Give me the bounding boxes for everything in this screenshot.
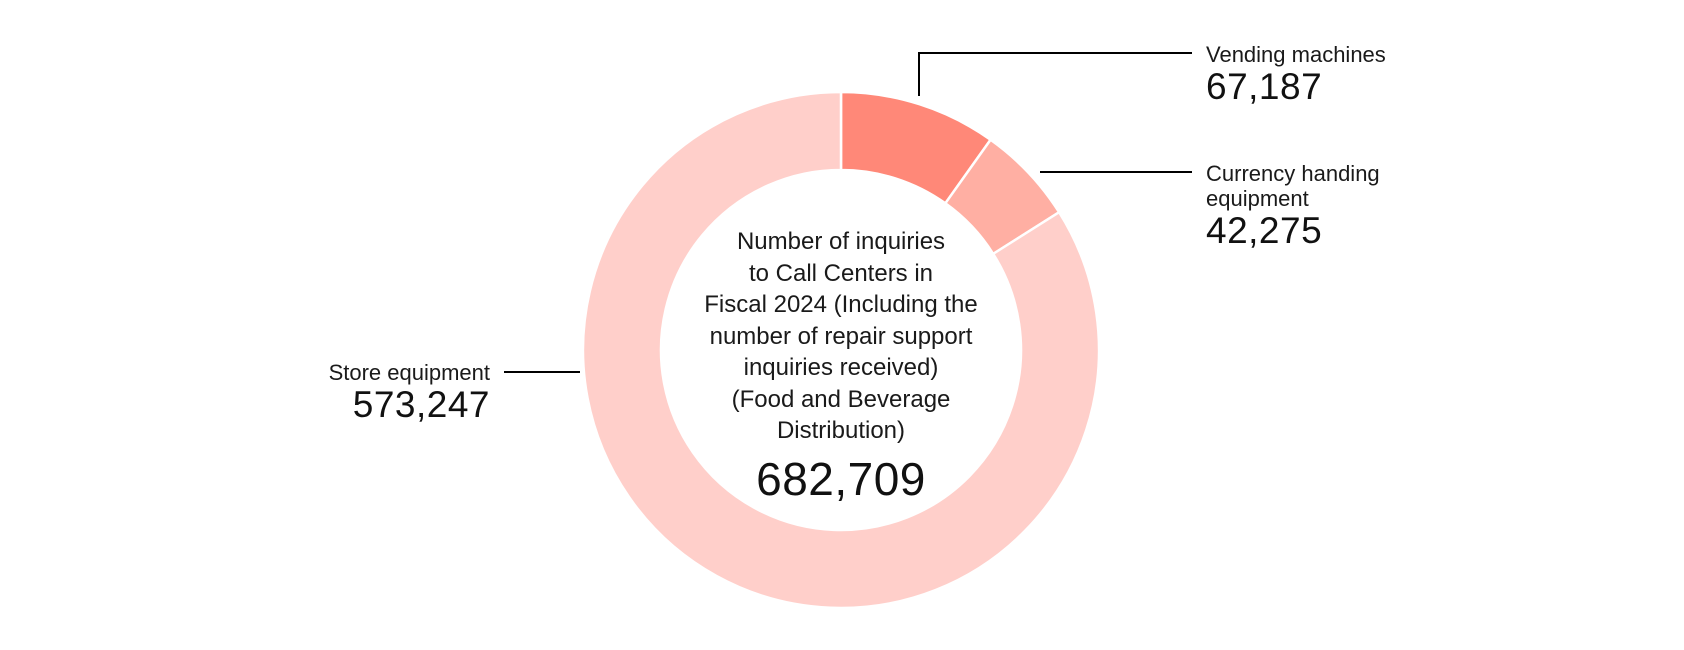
center-title-line: Number of inquiries <box>736 228 946 255</box>
donut-center: Number of inquiries to Call Centers in F… <box>661 226 1021 505</box>
label-currency-name-1: Currency handing <box>1206 161 1380 186</box>
label-store-value: 573,247 <box>352 384 490 425</box>
leader-line-vending <box>918 52 1192 96</box>
center-title-line: number of repair support <box>709 322 973 350</box>
label-vending: Vending machines 67,187 <box>1206 42 1386 107</box>
center-title-line: to Call Centers in <box>748 259 934 287</box>
label-currency: Currency handing equipment 42,275 <box>1206 161 1380 251</box>
center-title-line: Fiscal 2024 (Including the <box>704 291 978 318</box>
center-title: Number of inquiries to Call Centers in F… <box>681 226 1001 447</box>
center-title-line: Distribution) <box>776 417 906 444</box>
center-total-value: 682,709 <box>756 452 926 505</box>
slice-store <box>581 90 1101 610</box>
label-vending-value: 67,187 <box>1206 66 1323 107</box>
label-vending-name: Vending machines <box>1206 42 1386 67</box>
label-currency-value: 42,275 <box>1206 210 1323 251</box>
label-currency-name-2: equipment <box>1206 186 1309 211</box>
center-title-line: (Food and Beverage <box>731 385 951 413</box>
label-store: Store equipment 573,247 <box>250 360 490 425</box>
label-store-name: Store equipment <box>328 360 490 385</box>
donut-slices <box>581 90 1101 610</box>
center-title-line: inquiries received) <box>743 354 939 381</box>
